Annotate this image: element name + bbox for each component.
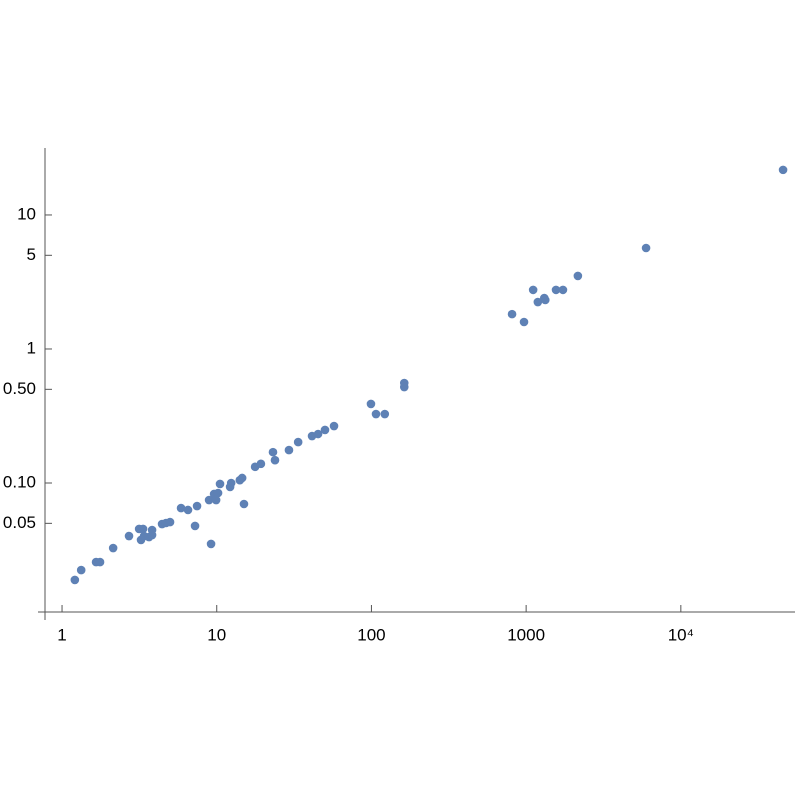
- point: [268, 447, 278, 457]
- y-tick-label: 0.05: [3, 513, 36, 532]
- point: [211, 495, 221, 505]
- point: [778, 165, 788, 175]
- point: [147, 530, 157, 540]
- point: [366, 399, 376, 409]
- point: [215, 479, 225, 489]
- x-tick-label: 100: [357, 625, 385, 644]
- point: [641, 243, 651, 253]
- x-tick-label: 10: [207, 625, 226, 644]
- point: [540, 295, 550, 305]
- y-tick-label: 10: [17, 204, 36, 223]
- point: [320, 425, 330, 435]
- point: [239, 499, 249, 509]
- x-tick-label: 1000: [507, 625, 545, 644]
- point: [399, 382, 409, 392]
- point: [190, 521, 200, 531]
- point: [558, 285, 568, 295]
- point: [371, 409, 381, 419]
- point: [519, 317, 529, 327]
- point: [380, 409, 390, 419]
- point: [293, 437, 303, 447]
- point: [256, 459, 266, 469]
- point: [108, 543, 118, 553]
- point: [176, 503, 186, 513]
- point: [226, 478, 236, 488]
- point: [213, 488, 223, 498]
- point: [95, 557, 105, 567]
- point: [528, 285, 538, 295]
- point: [138, 524, 148, 534]
- point: [573, 271, 583, 281]
- y-tick-label: 5: [27, 245, 36, 264]
- point: [192, 501, 202, 511]
- point: [270, 455, 280, 465]
- point: [206, 539, 216, 549]
- point: [76, 565, 86, 575]
- point: [533, 297, 543, 307]
- y-tick-label: 1: [27, 338, 36, 357]
- point: [70, 575, 80, 585]
- point: [329, 421, 339, 431]
- point: [165, 517, 175, 527]
- point: [183, 505, 193, 515]
- point: [204, 495, 214, 505]
- point: [507, 309, 517, 319]
- y-tick-label: 0.50: [3, 379, 36, 398]
- point: [237, 473, 247, 483]
- point: [124, 531, 134, 541]
- point: [284, 445, 294, 455]
- point: [313, 429, 323, 439]
- x-tick-label: 1: [57, 625, 66, 644]
- y-tick-label: 0.10: [3, 472, 36, 491]
- point: [551, 285, 561, 295]
- x-tick-label: 10⁴: [668, 625, 694, 644]
